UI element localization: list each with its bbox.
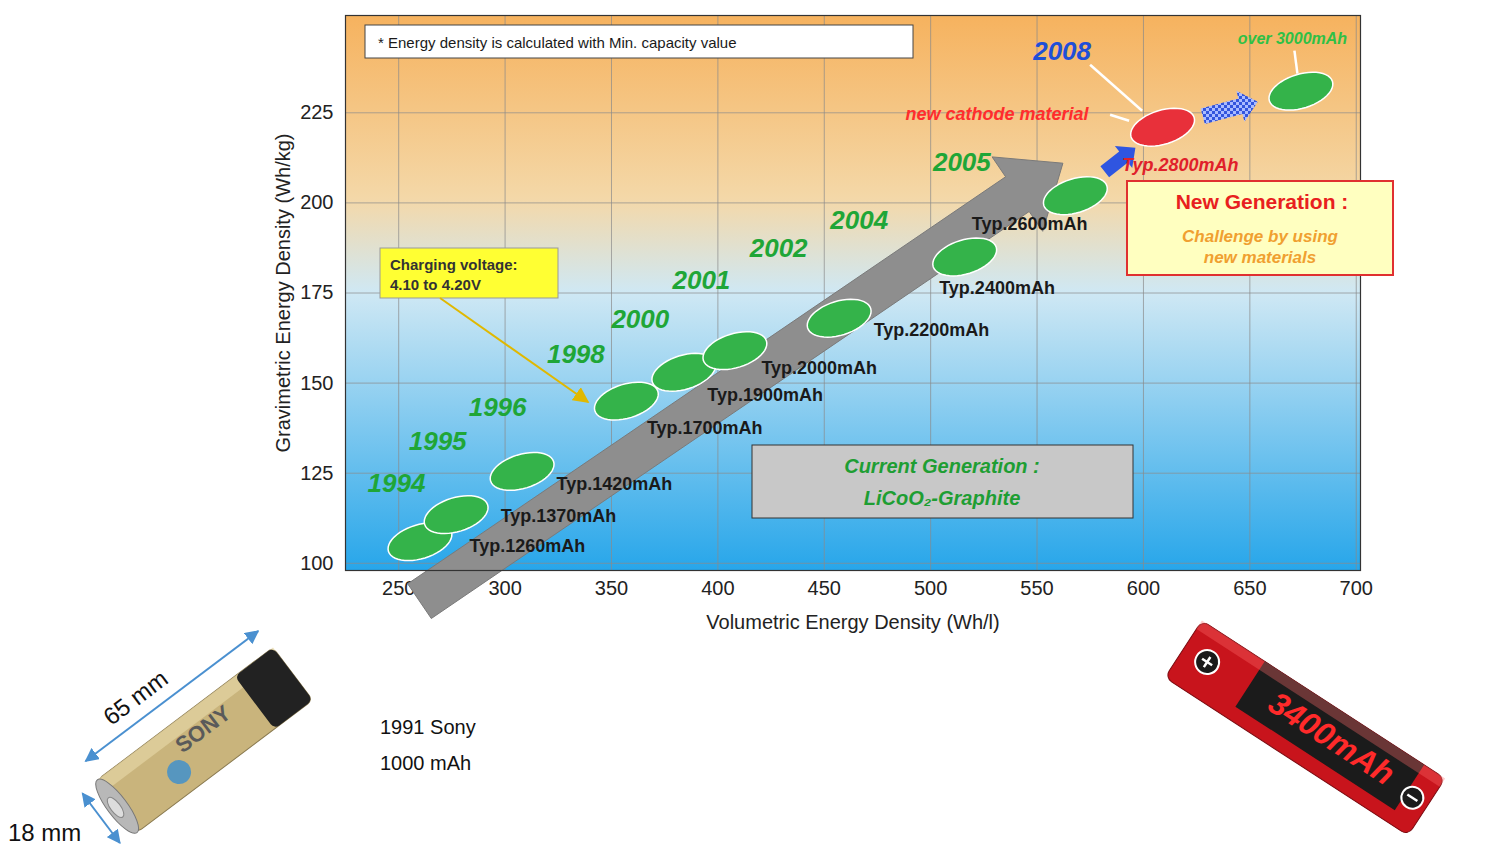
- svg-text:Typ.1700mAh: Typ.1700mAh: [647, 418, 763, 438]
- svg-text:18 mm: 18 mm: [8, 819, 81, 846]
- svg-text:2004: 2004: [829, 205, 888, 235]
- svg-text:500: 500: [914, 577, 947, 599]
- svg-text:225: 225: [300, 101, 333, 123]
- svg-text:2005: 2005: [932, 147, 991, 177]
- svg-text:300: 300: [488, 577, 521, 599]
- svg-text:Typ.2800mAh: Typ.2800mAh: [1122, 155, 1238, 175]
- svg-text:* Energy density is calculated: * Energy density is calculated with Min.…: [378, 34, 737, 51]
- svg-text:Volumetric Energy Density (Wh/: Volumetric Energy Density (Wh/l): [706, 611, 999, 633]
- svg-text:Typ.2000mAh: Typ.2000mAh: [761, 358, 877, 378]
- svg-text:Typ.1260mAh: Typ.1260mAh: [469, 536, 585, 556]
- svg-text:1994: 1994: [368, 468, 426, 498]
- svg-text:250: 250: [382, 576, 416, 599]
- svg-text:2002: 2002: [749, 233, 808, 263]
- svg-text:4.10 to 4.20V: 4.10 to 4.20V: [390, 276, 481, 293]
- svg-text:125: 125: [300, 462, 333, 484]
- svg-text:1998: 1998: [547, 339, 605, 369]
- svg-text:Typ.2200mAh: Typ.2200mAh: [874, 320, 990, 340]
- svg-text:200: 200: [300, 191, 333, 213]
- svg-text:100: 100: [300, 552, 333, 574]
- svg-text:175: 175: [300, 281, 333, 303]
- svg-text:SONY: SONY: [171, 700, 236, 758]
- svg-text:3400mAh: 3400mAh: [1262, 684, 1401, 792]
- svg-text:Typ.2400mAh: Typ.2400mAh: [939, 278, 1055, 298]
- svg-text:2001: 2001: [671, 265, 730, 295]
- svg-text:Gravimetric Energy Density (Wh: Gravimetric Energy Density (Wh/kg): [272, 134, 294, 453]
- svg-text:450: 450: [808, 577, 841, 599]
- svg-text:1995: 1995: [409, 426, 467, 456]
- svg-text:Typ.1370mAh: Typ.1370mAh: [501, 506, 617, 526]
- svg-text:Current Generation :: Current Generation :: [844, 455, 1040, 477]
- svg-text:New Generation :: New Generation :: [1176, 190, 1349, 213]
- svg-text:2008: 2008: [1032, 36, 1091, 66]
- svg-text:Typ.1900mAh: Typ.1900mAh: [707, 385, 823, 405]
- svg-text:150: 150: [300, 371, 333, 393]
- svg-text:Charging voltage:: Charging voltage:: [390, 256, 518, 273]
- svg-text:LiCoO₂-Graphite: LiCoO₂-Graphite: [864, 487, 1021, 509]
- svg-text:1991 Sony: 1991 Sony: [380, 716, 476, 738]
- svg-text:Typ.2600mAh: Typ.2600mAh: [972, 214, 1088, 234]
- svg-text:new cathode material: new cathode material: [906, 104, 1090, 124]
- svg-text:350: 350: [595, 577, 628, 599]
- svg-text:400: 400: [701, 577, 734, 599]
- svg-text:Typ.1420mAh: Typ.1420mAh: [557, 474, 673, 494]
- svg-text:Challenge by using: Challenge by using: [1182, 227, 1338, 246]
- svg-text:2000: 2000: [610, 304, 669, 334]
- svg-text:65 mm: 65 mm: [98, 665, 173, 731]
- svg-text:over 3000mAh: over 3000mAh: [1238, 30, 1348, 47]
- svg-text:1996: 1996: [469, 392, 527, 422]
- svg-text:550: 550: [1020, 577, 1053, 599]
- svg-text:1000 mAh: 1000 mAh: [380, 752, 471, 774]
- svg-text:new materials: new materials: [1204, 248, 1316, 267]
- svg-text:650: 650: [1233, 577, 1266, 599]
- svg-text:600: 600: [1127, 577, 1160, 599]
- svg-text:700: 700: [1340, 577, 1373, 599]
